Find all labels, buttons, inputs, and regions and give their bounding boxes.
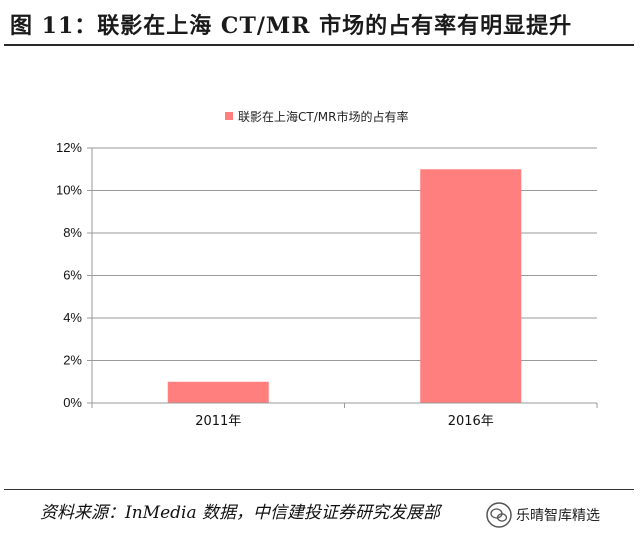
bar	[167, 381, 269, 403]
y-tick-label: 10%	[56, 183, 82, 198]
x-tick-label: 2011年	[195, 414, 241, 429]
bar	[420, 169, 522, 403]
source-note: 资料来源：InMedia 数据，中信建投证券研究发展部	[40, 503, 440, 523]
x-axis: 2011年 2016年	[91, 402, 598, 429]
y-tick-label: 0%	[63, 395, 82, 410]
x-tick-label: 2016年	[448, 414, 494, 429]
source-rule	[4, 489, 634, 490]
wechat-logo-icon	[486, 502, 512, 528]
y-tick-label: 4%	[63, 310, 82, 325]
figure-title: 图 11：联影在上海 CT/MR 市场的占有率有明显提升	[10, 13, 573, 39]
watermark-text: 乐晴智库精选	[516, 508, 600, 524]
title-rule	[4, 44, 634, 46]
y-tick-label: 6%	[63, 268, 82, 283]
y-tick-label: 8%	[63, 225, 82, 240]
y-tick-label: 2%	[63, 353, 82, 368]
legend-swatch	[225, 112, 233, 120]
bars	[167, 169, 522, 403]
legend: 联影在上海CT/MR市场的占有率	[225, 109, 408, 124]
y-tick-label: 12%	[56, 140, 82, 155]
bar-chart: 联影在上海CT/MR市场的占有率 0%2%4%6%8%10%12% 2011年 2…	[56, 109, 598, 429]
watermark: 乐晴智库精选	[486, 500, 636, 530]
legend-label: 联影在上海CT/MR市场的占有率	[238, 109, 408, 124]
y-axis-ticks: 0% 2% 4% 6% 8% 10% 12%	[56, 140, 93, 410]
